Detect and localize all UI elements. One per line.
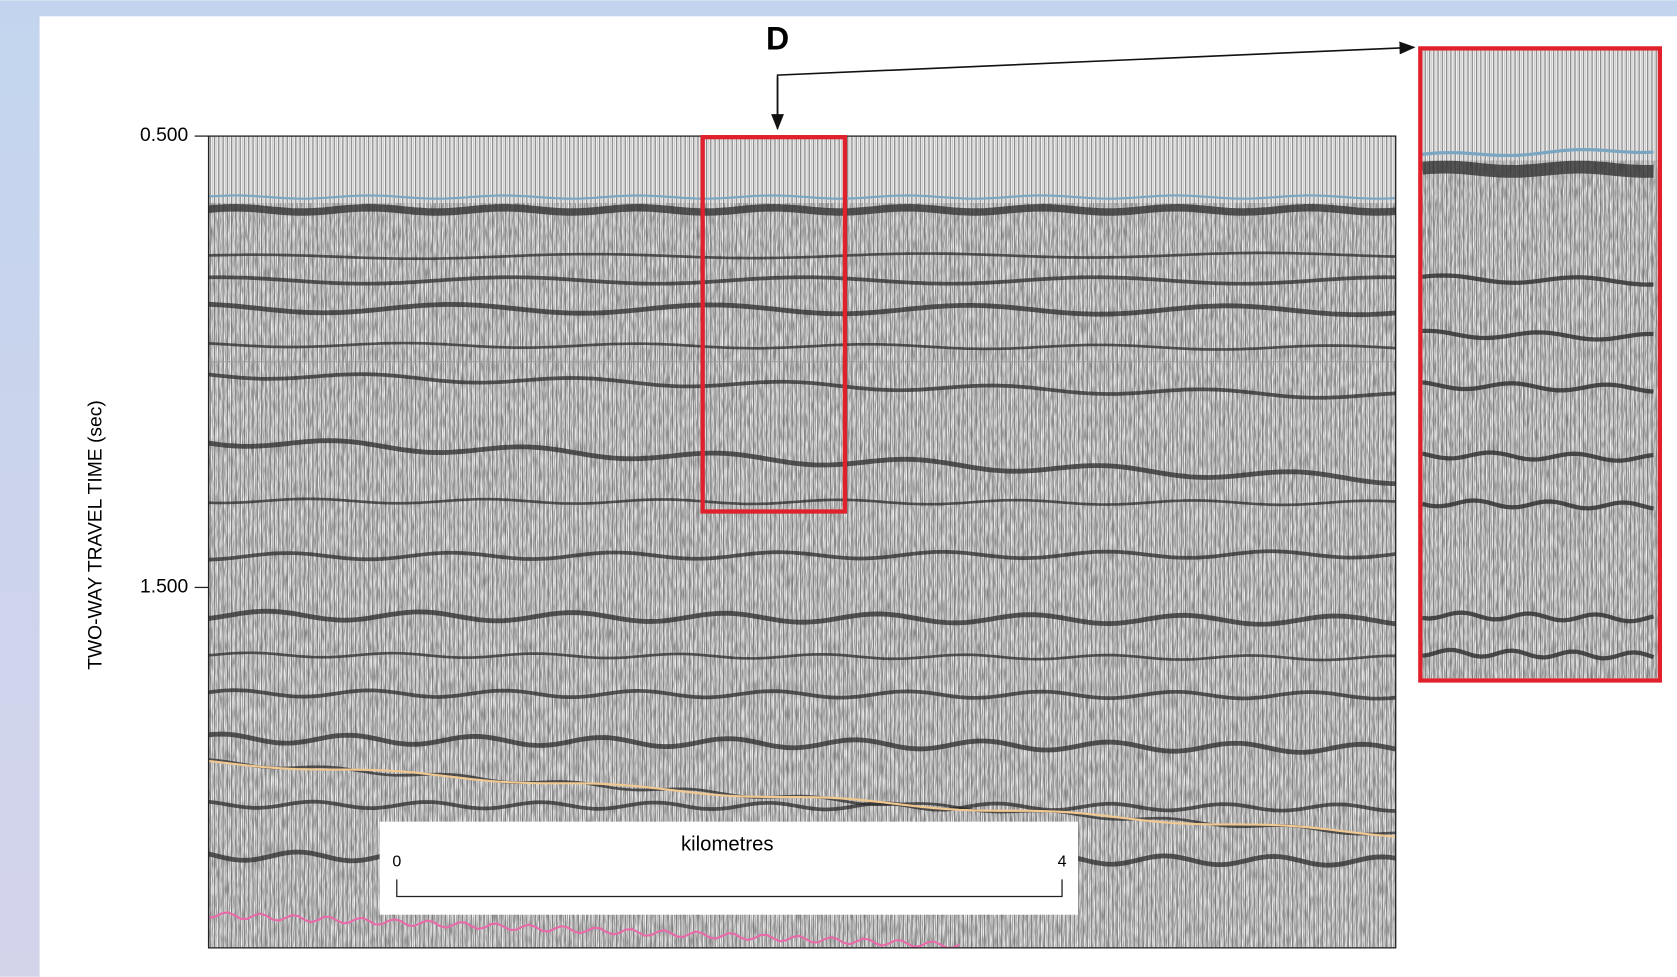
scale-bar-end: 4	[1058, 853, 1067, 871]
reflector	[1422, 167, 1653, 171]
y-tick-label: 0.500	[140, 125, 188, 146]
panel-label: D	[766, 20, 789, 56]
figure: D 0.500 1.500 TWO-WAY TRAVEL TIME (sec) …	[0, 0, 1677, 977]
y-axis-title: TWO-WAY TRAVEL TIME (sec)	[85, 400, 106, 670]
scale-bar-title: kilometres	[681, 834, 774, 856]
inset-section	[1422, 51, 1657, 679]
page: D 0.500 1.500 TWO-WAY TRAVEL TIME (sec) …	[0, 0, 1677, 977]
scale-bar-start: 0	[392, 853, 401, 871]
reflector	[209, 208, 1396, 212]
y-tick-label: 1.500	[140, 577, 188, 598]
